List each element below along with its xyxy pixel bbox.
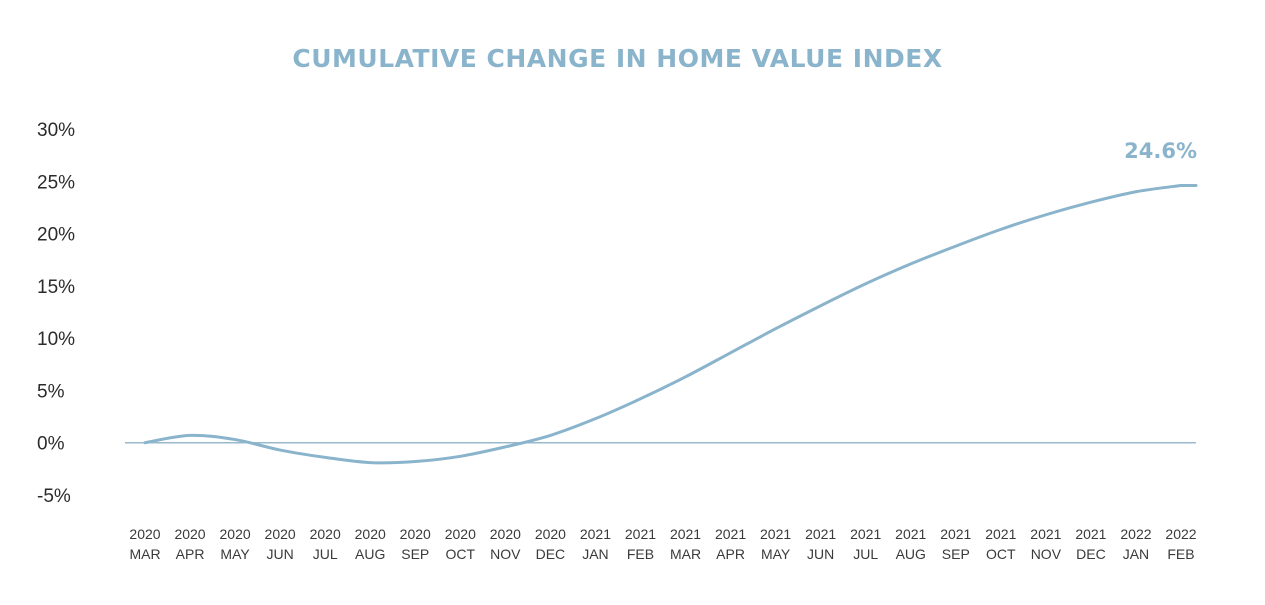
y-tick-label: 15%	[37, 277, 75, 298]
x-tick-label: 2021 OCT	[985, 526, 1016, 562]
chart-title: CUMULATIVE CHANGE IN HOME VALUE INDEX	[292, 44, 943, 73]
x-tick-label: 2021 SEP	[940, 526, 971, 562]
x-tick-label: 2020 OCT	[445, 526, 476, 562]
x-tick-label: 2021 DEC	[1075, 526, 1106, 562]
x-tick-label: 2021 MAY	[760, 526, 791, 562]
y-tick-label: 10%	[37, 329, 75, 350]
x-tick-label: 2020 MAY	[220, 526, 251, 562]
x-tick-label: 2020 JUL	[310, 526, 341, 562]
series-line	[143, 183, 1198, 465]
x-axis-ticks: 2020 MAR 2020 APR 2020 MAY 2020 JUN 2020 JUL 2020 A…	[129, 526, 1196, 562]
y-tick-label: -5%	[37, 486, 71, 507]
data-points	[144, 184, 1183, 464]
x-tick-label: 2020 AUG	[355, 526, 386, 562]
x-tick-label: 2022 JAN	[1120, 526, 1151, 562]
x-tick-label: 2021 JAN	[580, 526, 611, 562]
x-tick-label: 2020 MAR	[129, 526, 160, 562]
x-tick-label: 2020 DEC	[535, 526, 566, 562]
x-tick-label: 2021 AUG	[895, 526, 926, 562]
y-tick-label: 0%	[37, 434, 65, 455]
y-axis-ticks: 30% 25% 20% 15% 10% 5% 0% -5%	[37, 120, 75, 507]
x-tick-label: 2021 FEB	[625, 526, 656, 562]
end-value-label: 24.6%	[1124, 139, 1197, 163]
y-tick-label: 30%	[37, 120, 75, 141]
y-tick-label: 5%	[37, 381, 65, 402]
y-tick-label: 25%	[37, 172, 75, 193]
x-tick-label: 2021 APR	[715, 526, 746, 562]
x-tick-label: 2020 NOV	[490, 526, 521, 562]
x-tick-label: 2020 SEP	[400, 526, 431, 562]
x-tick-label: 2020 JUN	[265, 526, 296, 562]
x-tick-label: 2021 JUL	[850, 526, 881, 562]
x-tick-label: 2021 JUN	[805, 526, 836, 562]
x-tick-label: 2020 APR	[174, 526, 205, 562]
x-tick-label: 2022 FEB	[1165, 526, 1196, 562]
x-tick-label: 2021 NOV	[1030, 526, 1061, 562]
x-tick-label: 2021 MAR	[670, 526, 701, 562]
y-tick-label: 20%	[37, 225, 75, 246]
